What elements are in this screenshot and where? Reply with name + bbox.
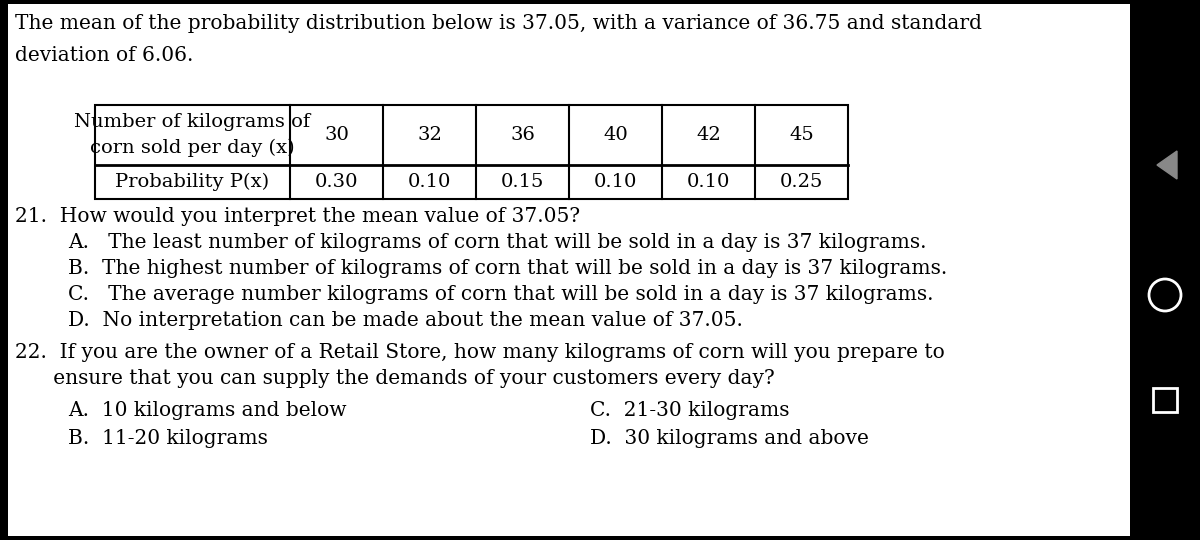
Text: 42: 42: [696, 126, 721, 144]
Text: B.  The highest number of kilograms of corn that will be sold in a day is 37 kil: B. The highest number of kilograms of co…: [68, 259, 947, 278]
Text: 0.15: 0.15: [500, 173, 544, 191]
Bar: [95, 105, 848, 199]
Text: 0.10: 0.10: [408, 173, 451, 191]
Text: C.   The average number kilograms of corn that will be sold in a day is 37 kilog: C. The average number kilograms of corn …: [68, 285, 934, 304]
Text: 0.10: 0.10: [686, 173, 730, 191]
Text: 0.10: 0.10: [594, 173, 637, 191]
Text: 0.25: 0.25: [780, 173, 823, 191]
Text: A.   The least number of kilograms of corn that will be sold in a day is 37 kilo: A. The least number of kilograms of corn…: [68, 233, 926, 252]
Text: 36: 36: [510, 126, 535, 144]
Bar: [0, 536, 1200, 540]
Text: Number of kilograms of
corn sold per day (x): Number of kilograms of corn sold per day…: [74, 113, 311, 157]
Bar: [1153, 388, 1177, 412]
Text: C.  21-30 kilograms: C. 21-30 kilograms: [590, 401, 790, 420]
Bar: [0, 0, 8, 540]
Text: Probability P(x): Probability P(x): [115, 173, 270, 191]
Text: B.  11-20 kilograms: B. 11-20 kilograms: [68, 429, 268, 448]
Text: 32: 32: [418, 126, 442, 144]
Text: A.  10 kilograms and below: A. 10 kilograms and below: [68, 401, 347, 420]
Text: 30: 30: [324, 126, 349, 144]
Text: 0.30: 0.30: [314, 173, 359, 191]
Bar: [1130, 0, 1200, 540]
Text: D.  No interpretation can be made about the mean value of 37.05.: D. No interpretation can be made about t…: [68, 311, 743, 330]
Text: 22.  If you are the owner of a Retail Store, how many kilograms of corn will you: 22. If you are the owner of a Retail Sto…: [14, 343, 944, 362]
Text: The mean of the probability distribution below is 37.05, with a variance of 36.7: The mean of the probability distribution…: [14, 14, 982, 33]
Text: 45: 45: [790, 126, 814, 144]
Text: 21.  How would you interpret the mean value of 37.05?: 21. How would you interpret the mean val…: [14, 207, 580, 226]
Bar: [0, 0, 1200, 4]
Text: 40: 40: [604, 126, 628, 144]
Polygon shape: [1157, 151, 1177, 179]
Text: D.  30 kilograms and above: D. 30 kilograms and above: [590, 429, 869, 448]
Text: ensure that you can supply the demands of your customers every day?: ensure that you can supply the demands o…: [14, 369, 775, 388]
Text: deviation of 6.06.: deviation of 6.06.: [14, 46, 193, 65]
